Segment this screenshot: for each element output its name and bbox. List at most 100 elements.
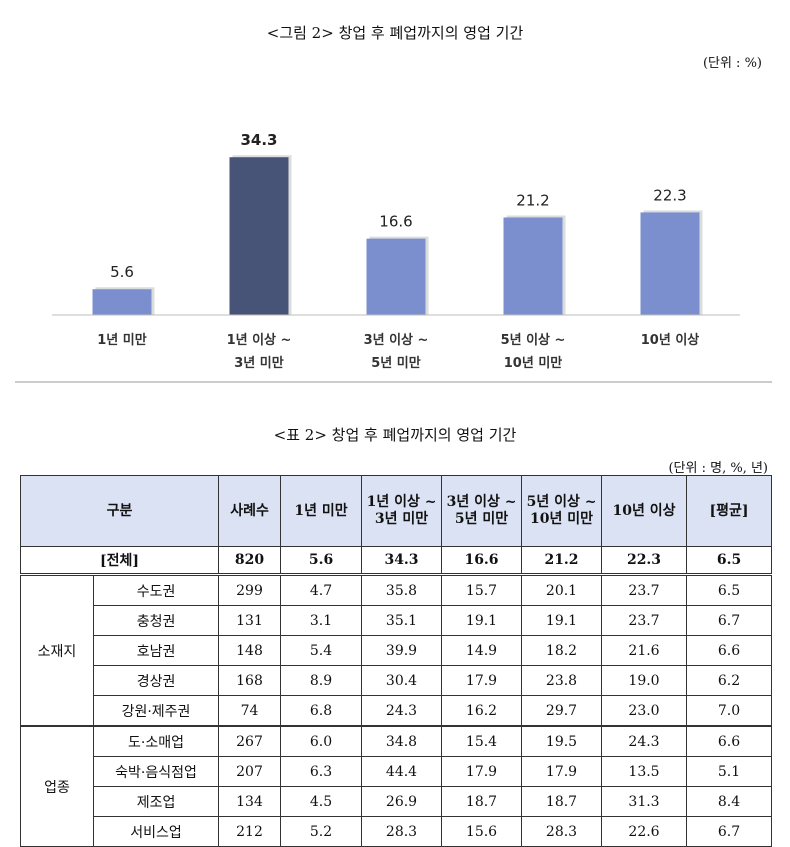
category-tick-label: 1년 이상 ~ [227,332,292,348]
header-1-3yr: 1년 이상 ~ 3년 미만 [361,475,443,547]
table-cell: 39.9 [361,635,443,666]
table-cell: 24.3 [601,725,688,757]
table-cell: 15.4 [441,725,523,757]
category-tick-label: 5년 미만 [371,355,420,371]
row-label: 숙박·음식점업 [92,756,220,787]
table-cell: 6.6 [686,635,773,666]
table-cell: 6.3 [280,756,363,787]
table-row: 서비스업 212 5.2 28.3 15.6 28.3 22.6 6.7 [21,816,773,847]
table-cell: 14.9 [441,635,523,666]
figure-unit: (단위 : %) [702,56,762,71]
table-cell: 6.6 [686,725,773,757]
table-cell: 28.3 [521,816,603,847]
table-row: 충청권 131 3.1 35.1 19.1 19.1 23.7 6.7 [21,605,773,636]
group-label: 소재지 [20,574,94,727]
table-cell: 299 [218,574,282,606]
row-label: 수도권 [92,574,220,606]
table-cell: 16.2 [441,695,523,727]
table-cell: 820 [218,546,282,576]
table-cell: 28.3 [361,816,443,847]
data-table: 구분 사례수 1년 미만 1년 이상 ~ 3년 미만 3년 이상 ~ 5년 미만… [19,475,773,847]
bar-value-label: 5.6 [110,263,134,281]
table-row: 소재지 수도권 299 4.7 35.8 15.7 20.1 23.7 6.5 [20,574,773,727]
table-cell: 23.7 [601,574,688,606]
table-cell: 17.9 [521,756,603,787]
table-cell: 8.9 [280,665,363,696]
table-cell: 17.9 [441,756,523,787]
table-cell: 212 [218,816,282,847]
header-cases: 사례수 [218,475,282,547]
table-cell: 6.7 [686,816,773,847]
table-cell: 22.3 [601,546,688,576]
table-cell: 26.9 [361,786,443,817]
table-cell: 7.0 [686,695,773,727]
table-row: 호남권 148 5.4 39.9 14.9 18.2 21.6 6.6 [21,635,773,666]
bar-value-label: 16.6 [379,213,412,231]
group-label: 업종 [20,725,94,847]
table-cell: 21.2 [521,546,603,576]
bar [92,289,152,315]
table-cell: 35.8 [361,574,443,606]
table-cell: 29.7 [521,695,603,727]
bar-value-label: 22.3 [653,186,686,204]
table-cell: 148 [218,635,282,666]
category-tick-label: 5년 이상 ~ [501,332,566,348]
row-label: 도·소매업 [92,725,220,757]
row-label: 호남권 [92,635,220,666]
bar-value-label: 21.2 [516,191,549,209]
table-cell: 6.5 [686,574,773,606]
category-tick-label: 10년 미만 [504,355,563,371]
table-cell: 19.5 [521,725,603,757]
table-cell: 5.6 [280,546,363,576]
table-cell: 18.7 [441,786,523,817]
table-cell: 23.0 [601,695,688,727]
table-cell: 24.3 [361,695,443,727]
table-cell: 44.4 [361,756,443,787]
category-tick-label: 3년 미만 [234,355,283,371]
table-cell: 34.3 [361,546,443,576]
table-cell: 19.0 [601,665,688,696]
total-label: [전체] [19,546,220,576]
row-label: 강원·제주권 [92,695,220,727]
table-cell: 6.8 [280,695,363,727]
table-cell: 5.4 [280,635,363,666]
table-cell: 5.2 [280,816,363,847]
table-cell: 3.1 [280,605,363,636]
table-cell: 30.4 [361,665,443,696]
table-cell: 6.0 [280,725,363,757]
table-row: 강원·제주권 74 6.8 24.3 16.2 29.7 23.0 7.0 [21,695,773,727]
table-cell: 16.6 [441,546,523,576]
table-row: 경상권 168 8.9 30.4 17.9 23.8 19.0 6.2 [21,665,773,696]
table-cell: 23.7 [601,605,688,636]
bar-value-label: 34.3 [240,131,277,149]
header-3-5yr: 3년 이상 ~ 5년 미만 [441,475,523,547]
header-under-1yr: 1년 미만 [280,475,363,547]
table-cell: 6.2 [686,665,773,696]
table-cell: 21.6 [601,635,688,666]
table-cell: 15.7 [441,574,523,606]
table-cell: 8.4 [686,786,773,817]
table-cell: 35.1 [361,605,443,636]
bar [229,157,289,315]
bar [503,217,563,315]
table-cell: 17.9 [441,665,523,696]
table-cell: 131 [218,605,282,636]
table-cell: 5.1 [686,756,773,787]
header-10yr-plus: 10년 이상 [601,475,688,547]
table-cell: 4.7 [280,574,363,606]
bar-chart: 5.6 1년 미만 34.3 1년 이상 ~ 3년 미만 16.6 3년 이상 ~ 5년 미만… [15,131,772,383]
table-row: 제조업 134 4.5 26.9 18.7 18.7 31.3 8.4 [21,786,773,817]
table-unit: (단위 : 명, %, 년) [668,461,768,476]
header-5-10yr: 5년 이상 ~ 10년 미만 [521,475,603,547]
table-title: <표 2> 창업 후 폐업까지의 영업 기간 [273,426,517,444]
table-row: 숙박·음식점업 207 6.3 44.4 17.9 17.9 13.5 5.1 [21,756,773,787]
row-label: 제조업 [92,786,220,817]
row-label: 경상권 [92,665,220,696]
bar [640,212,700,315]
table-row: 업종 도·소매업 267 6.0 34.8 15.4 19.5 24.3 6.6 [20,725,773,847]
table-cell: 74 [218,695,282,727]
header-category: 구분 [19,475,220,547]
category-tick-label: 1년 미만 [97,332,146,348]
figure-title: <그림 2> 창업 후 폐업까지의 영업 기간 [266,24,524,42]
table-cell: 18.2 [521,635,603,666]
